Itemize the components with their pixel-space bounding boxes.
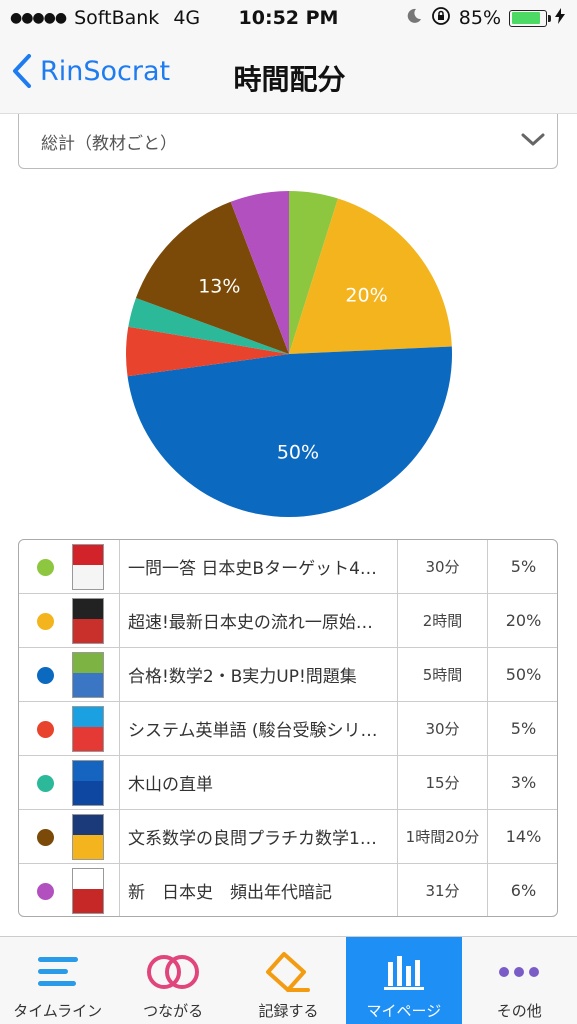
pie-slice-4 (126, 326, 290, 377)
tab-mypage-chart[interactable]: マイページ (346, 937, 462, 1024)
material-title: 超速!最新日本史の流れ一原始… (119, 594, 397, 647)
study-time: 30分 (397, 702, 487, 755)
material-title: 合格!数学2・B実力UP!問題集 (119, 648, 397, 701)
material-title: システム英単語 (駿台受験シリ… (119, 702, 397, 755)
chevron-left-icon (13, 54, 31, 88)
study-percentage: 14% (487, 810, 557, 863)
study-time-value: 15分 (425, 773, 460, 792)
table-row[interactable]: 木山の直単 15分 3% (19, 756, 557, 810)
time-distribution-pie-chart: 20% 50% 13% (126, 191, 453, 518)
connect-rings-icon (143, 944, 203, 1000)
chevron-down-icon (521, 133, 545, 146)
pie-slice-3 (127, 346, 453, 518)
carrier-name: SoftBank (74, 7, 160, 29)
study-time-value: 1時間 (405, 827, 446, 846)
record-pencil-icon (264, 944, 312, 1000)
book-cover-thumbnail (72, 760, 104, 806)
rotation-lock-icon (431, 6, 451, 31)
tab-bar: タイムライン つながる 記録する マイページ その他 (0, 936, 577, 1024)
table-row[interactable]: システム英単語 (駿台受験シリ… 30分 5% (19, 702, 557, 756)
status-left: ●●●●● SoftBank 4G (10, 7, 200, 29)
pie-slice-2 (289, 198, 452, 354)
study-percentage: 5% (487, 702, 557, 755)
study-time-value: 30分 (425, 719, 460, 738)
more-dots-icon (497, 944, 541, 1000)
legend-color-dot (37, 559, 54, 576)
pie-slice-label-3: 50% (277, 441, 319, 463)
study-time: 2時間 (397, 594, 487, 647)
aggregation-select-value: 総計（教材ごと） (41, 133, 177, 154)
legend-color-dot (37, 775, 54, 792)
tab-connect-rings[interactable]: つながる (115, 937, 230, 1024)
study-percentage: 6% (487, 864, 557, 916)
battery-icon (509, 9, 551, 27)
signal-dots: ●●●●● (10, 10, 67, 26)
study-percentage: 50% (487, 648, 557, 701)
study-time-value: 2時間 (422, 611, 463, 630)
tab-label: つながる (143, 1002, 204, 1020)
study-time: 5時間 (397, 648, 487, 701)
tab-timeline[interactable]: タイムライン (0, 937, 115, 1024)
book-cover-thumbnail (72, 598, 104, 644)
study-time: 31分 (397, 864, 487, 916)
battery-percent: 85% (458, 7, 501, 29)
study-percentage: 3% (487, 756, 557, 809)
legend-color-dot (37, 667, 54, 684)
study-time-value: 5時間 (422, 665, 463, 684)
material-title: 木山の直単 (119, 756, 397, 809)
book-cover-thumbnail (72, 868, 104, 914)
pie-slice-label-2: 20% (345, 284, 387, 306)
table-row[interactable]: 新 日本史 頻出年代暗記 31分 6% (19, 864, 557, 916)
page-title: 時間配分 (233, 63, 346, 96)
study-time-value-line2: 20分 (445, 827, 480, 846)
tab-label: タイムライン (13, 1002, 103, 1020)
legend-color-dot (37, 883, 54, 900)
table-row[interactable]: 一問一答 日本史Bターゲット4… 30分 5% (19, 540, 557, 594)
battery-fill (511, 12, 540, 24)
study-time-value: 31分 (425, 881, 460, 900)
mypage-chart-icon (382, 944, 426, 1000)
pie-slice-6 (135, 201, 289, 354)
legend-color-dot (37, 613, 54, 630)
pie-slice-1 (289, 191, 338, 354)
material-title: 一問一答 日本史Bターゲット4… (119, 540, 397, 593)
back-label: RinSocrat (40, 55, 171, 87)
status-right: 85% (405, 6, 565, 31)
charging-icon (555, 7, 565, 29)
tab-label: マイページ (366, 1002, 442, 1020)
pie-slice-5 (128, 297, 289, 354)
table-row[interactable]: 文系数学の良問プラチカ数学1… 1時間 20分 14% (19, 810, 557, 864)
book-cover-thumbnail (72, 814, 104, 860)
tab-label: 記録する (258, 1002, 319, 1020)
study-time: 15分 (397, 756, 487, 809)
network-type: 4G (173, 7, 201, 29)
study-percentage: 20% (487, 594, 557, 647)
material-title: 文系数学の良問プラチカ数学1… (119, 810, 397, 863)
book-cover-thumbnail (72, 652, 104, 698)
study-time: 30分 (397, 540, 487, 593)
study-time: 1時間 20分 (397, 810, 487, 863)
legend-color-dot (37, 721, 54, 738)
study-percentage: 5% (487, 540, 557, 593)
tab-record-pencil[interactable]: 記録する (231, 937, 346, 1024)
legend-color-dot (37, 829, 54, 846)
aggregation-select[interactable]: 総計（教材ごと） (18, 114, 558, 169)
material-title: 新 日本史 頻出年代暗記 (119, 864, 397, 916)
study-time-value: 30分 (425, 557, 460, 576)
tab-label: その他 (496, 1002, 542, 1020)
material-time-table: 一問一答 日本史Bターゲット4… 30分 5% 超速!最新日本史の流れ一原始… 2時間 2… (18, 539, 558, 917)
navigation-bar: RinSocrat 時間配分 (0, 36, 577, 114)
pie-slice-7 (230, 191, 289, 354)
moon-icon (405, 7, 423, 30)
book-cover-thumbnail (72, 544, 104, 590)
tab-more-dots[interactable]: その他 (462, 937, 577, 1024)
pie-slice-label-6: 13% (198, 275, 240, 297)
table-row[interactable]: 合格!数学2・B実力UP!問題集 5時間 50% (19, 648, 557, 702)
timeline-icon (36, 944, 80, 1000)
back-button[interactable]: RinSocrat (12, 54, 170, 88)
table-row[interactable]: 超速!最新日本史の流れ一原始… 2時間 20% (19, 594, 557, 648)
status-bar: ●●●●● SoftBank 4G 10:52 PM 85% (0, 0, 577, 36)
book-cover-thumbnail (72, 706, 104, 752)
